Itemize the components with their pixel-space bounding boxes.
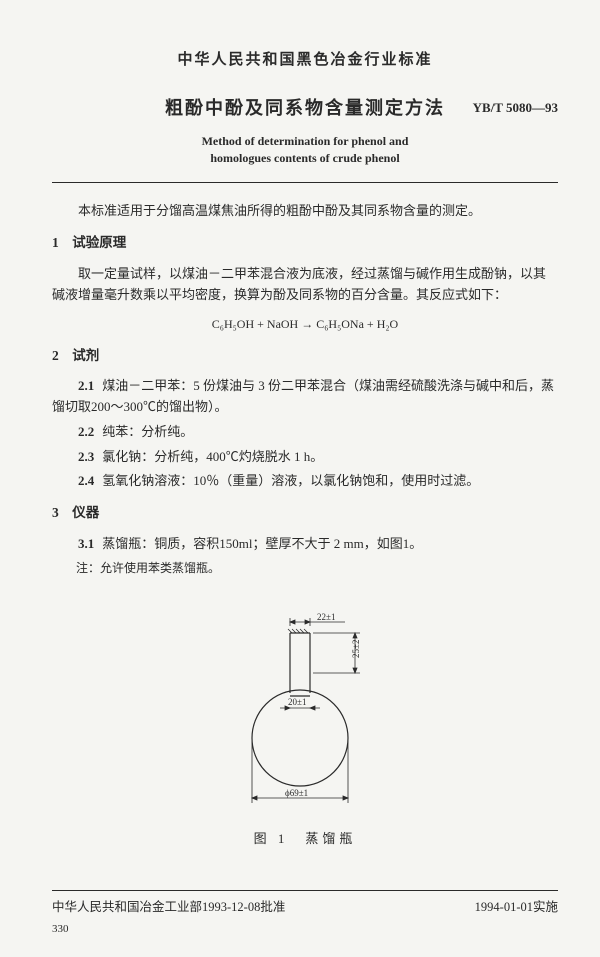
item-3-note: 注：允许使用苯类蒸馏瓶。 [52,559,558,578]
footer-effective: 1994-01-01实施 [475,897,558,917]
divider-top [52,182,558,183]
intro-paragraph: 本标准适用于分馏高温煤焦油所得的粗酚中酚及其同系物含量的测定。 [52,201,558,222]
figure-1: 22±1 25±2 20±1 ϕ69±1 图 1 蒸馏瓶 [52,608,558,850]
item-2-4-text: 氢氧化钠溶液：10％（重量）溶液，以氯化钠饱和，使用时过滤。 [102,473,479,488]
item-2-3: 2.3氯化钠：分析纯，400℃灼烧脱水 1 h。 [52,447,558,468]
item-2-2: 2.2纯苯：分析纯。 [52,422,558,443]
page-number: 330 [52,921,69,939]
item-2-1-text: 煤油－二甲苯：5 份煤油与 3 份二甲苯混合（煤油需经硫酸洗涤与碱中和后，蒸馏切… [52,378,554,414]
item-2-2-text: 纯苯：分析纯。 [102,424,193,439]
item-2-4: 2.4氢氧化钠溶液：10％（重量）溶液，以氯化钠饱和，使用时过滤。 [52,471,558,492]
dim-69: ϕ69±1 [285,788,308,798]
item-3-1: 3.1蒸馏瓶：铜质，容积150ml；壁厚不大于 2 mm，如图1。 [52,534,558,555]
section-3-heading: 3 仪器 [52,502,558,524]
section-1-paragraph: 取一定量试样，以煤油－二甲苯混合液为底液，经过蒸馏与碱作用生成酚钠，以其碱液增量… [52,264,558,306]
title-row: 粗酚中酚及同系物含量测定方法 YB/T 5080—93 [52,94,558,123]
figure-caption: 图 1 蒸馏瓶 [52,829,558,850]
item-3-1-text: 蒸馏瓶：铜质，容积150ml；壁厚不大于 2 mm，如图1。 [102,536,422,551]
section-2-heading: 2 试剂 [52,345,558,367]
title-en: Method of determination for phenol and h… [52,133,558,167]
footer-approval: 中华人民共和国冶金工业部1993-12-08批准 [52,897,285,917]
dim-22: 22±1 [317,612,335,622]
footer: 中华人民共和国冶金工业部1993-12-08批准 1994-01-01实施 [52,890,558,917]
item-2-1: 2.1煤油－二甲苯：5 份煤油与 3 份二甲苯混合（煤油需经硫酸洗涤与碱中和后，… [52,376,558,418]
item-2-3-text: 氯化钠：分析纯，400℃灼烧脱水 1 h。 [102,449,323,464]
section-1-heading: 1 试验原理 [52,232,558,254]
divider-bottom [52,890,558,891]
dim-20: 20±1 [288,697,306,707]
org-header: 中华人民共和国黑色冶金行业标准 [52,48,558,72]
flask-diagram: 22±1 25±2 20±1 ϕ69±1 [195,608,415,808]
reaction-formula: C₆H₅OH + NaOH → C₆H₅ONa + H₂O [52,315,558,334]
title-en-line2: homologues contents of crude phenol [210,151,399,165]
dim-25: 25±2 [351,639,361,657]
standard-code: YB/T 5080—93 [473,98,558,119]
title-en-line1: Method of determination for phenol and [202,134,409,148]
